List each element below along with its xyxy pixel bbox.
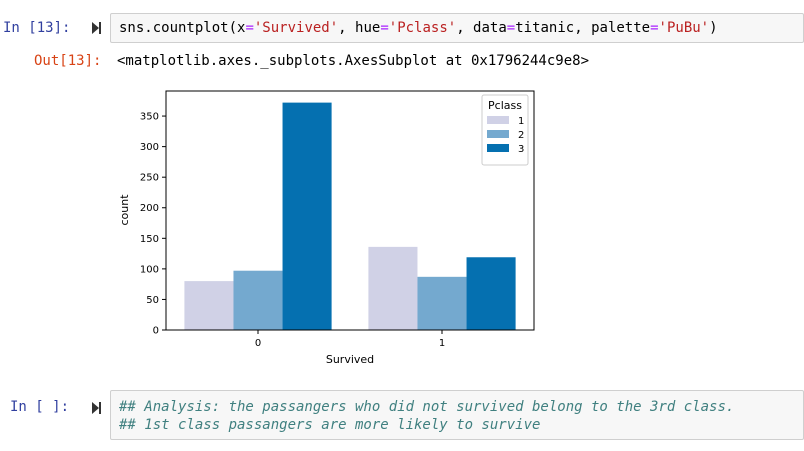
x-axis-label: Survived: [326, 353, 374, 366]
bar-survived-0-pclass-2: [233, 270, 283, 330]
output-text: <matplotlib.axes._subplots.AxesSubplot a…: [117, 53, 590, 69]
comment-line-2: ## 1st class passangers are more likely …: [119, 417, 541, 433]
legend-label-2: 2: [518, 130, 524, 141]
legend-label-1: 1: [518, 116, 524, 127]
comment-line-1: ## Analysis: the passangers who did not …: [119, 399, 735, 415]
x-tick-label: 1: [439, 338, 445, 349]
code-line: sns.countplot(x='Survived', hue='Pclass'…: [119, 20, 718, 36]
out-prompt: Out[13]:: [34, 53, 102, 69]
in-prompt-empty: In [ ]:: [10, 399, 70, 415]
y-axis-label: count: [118, 194, 131, 226]
bar-survived-0-pclass-3: [282, 102, 332, 330]
run-cell-icon[interactable]: [91, 21, 101, 35]
legend-swatch-1: [487, 116, 509, 124]
code-input[interactable]: sns.countplot(x='Survived', hue='Pclass'…: [110, 13, 804, 43]
y-tick-label: 300: [140, 142, 159, 153]
in-prompt: In [13]:: [3, 20, 71, 36]
y-tick-label: 250: [140, 173, 159, 184]
axes-frame: [165, 90, 535, 331]
x-tick-label: 0: [255, 338, 261, 349]
y-tick-label: 50: [146, 295, 159, 306]
legend: Pclass 1 2 3: [481, 94, 529, 166]
y-tick-label: 200: [140, 203, 159, 214]
bar-survived-0-pclass-1: [184, 281, 234, 330]
y-tick-label: 150: [140, 234, 159, 245]
legend-swatch-3: [487, 144, 509, 152]
bar-survived-1-pclass-1: [368, 246, 418, 330]
legend-label-3: 3: [518, 144, 524, 155]
bar-survived-1-pclass-2: [417, 276, 467, 330]
bar-survived-1-pclass-3: [466, 257, 516, 330]
y-tick-label: 100: [140, 264, 159, 275]
legend-swatch-2: [487, 130, 509, 138]
legend-title: Pclass: [488, 99, 522, 112]
comment-cell-input[interactable]: ## Analysis: the passangers who did not …: [110, 390, 804, 440]
y-tick-label: 0: [153, 326, 159, 337]
run-cell-icon[interactable]: [91, 401, 101, 415]
y-tick-label: 350: [140, 112, 159, 123]
